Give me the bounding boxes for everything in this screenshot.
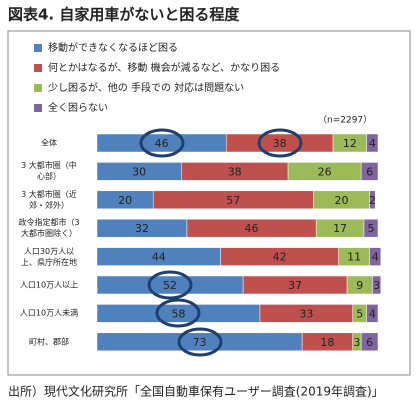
data-label: 20 [334, 194, 348, 207]
legend-swatch [34, 44, 42, 52]
legend-swatch [34, 64, 42, 72]
legend-swatch [34, 104, 42, 112]
chart-title: 図表4. 自家用車がないと困る程度 [8, 6, 240, 24]
bar-segment [369, 247, 382, 266]
highlight-circle [147, 270, 193, 300]
category-label: 町村、郡部 [29, 337, 69, 347]
data-label: 5 [367, 222, 374, 235]
bar-segment [360, 162, 379, 181]
data-label: 58 [171, 307, 185, 320]
data-label: 6 [366, 165, 373, 178]
data-label: 38 [228, 165, 242, 178]
data-label: 4 [369, 307, 376, 320]
data-label: 5 [356, 307, 363, 320]
bar-segment [369, 190, 376, 210]
data-label: 33 [299, 307, 313, 320]
highlight-circle [177, 327, 223, 357]
data-label: 2 [369, 194, 376, 207]
legend-label: 何とかはなるが、移動 機会が減るなど、かなり困る [48, 61, 280, 74]
category-label: 人口10万人未満 [19, 308, 79, 318]
data-label: 4 [372, 251, 379, 264]
data-label: 46 [155, 137, 169, 150]
data-label: 17 [333, 222, 347, 235]
data-label: 44 [152, 251, 166, 264]
data-label: 46 [245, 222, 259, 235]
bar-segment [366, 304, 379, 323]
data-label: 12 [343, 137, 357, 150]
annotation: （n=2297） [318, 115, 372, 126]
data-label: 42 [273, 251, 287, 264]
legend-label: 少し困るが、他の 手段での 対応は問題ない [48, 81, 244, 94]
category-label: 3 大都市圏（中 心部） [21, 161, 77, 182]
bar-segment [363, 218, 379, 238]
data-label: 6 [366, 336, 373, 349]
data-label: 9 [356, 279, 363, 292]
data-label: 57 [226, 194, 240, 207]
data-label: 38 [273, 137, 287, 150]
highlight-circle [155, 298, 201, 328]
data-label: 37 [288, 279, 302, 292]
legend-label: 移動ができなくなるほど困る [48, 41, 178, 54]
category-label: 人口30万人以 上、県庁所在地 [21, 246, 77, 267]
highlight-circle [139, 128, 185, 158]
data-label: 18 [320, 336, 334, 349]
data-label: 11 [347, 251, 361, 264]
category-label: 人口10万人以上 [19, 280, 79, 290]
legend-label: 全く困らない [48, 101, 108, 114]
highlight-circle [257, 128, 303, 158]
category-label: 3 大都市圏（近 郊・郊外） [21, 189, 77, 210]
data-label: 30 [132, 165, 146, 178]
category-label: 政令指定都市（3 大都市圏除く） [18, 218, 80, 239]
data-label: 32 [135, 222, 149, 235]
data-label: 4 [369, 137, 376, 150]
chart-frame [7, 30, 411, 376]
data-label: 52 [163, 279, 177, 292]
bar-segment [360, 332, 379, 352]
bar-segment [372, 275, 382, 295]
legend-swatch [34, 84, 42, 92]
data-label: 20 [118, 194, 132, 207]
bar-segment [366, 133, 379, 153]
data-label: 26 [318, 165, 332, 178]
data-label: 3 [353, 336, 360, 349]
category-label: 全体 [41, 138, 57, 148]
data-label: 73 [193, 336, 207, 349]
source-note: 出所）現代文化研究所「全国自動車保有ユーザー調査(2019年調査)」 [8, 384, 384, 399]
data-label: 3 [373, 279, 380, 292]
